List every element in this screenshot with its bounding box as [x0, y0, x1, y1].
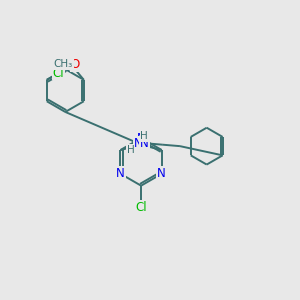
- Text: O: O: [70, 58, 80, 71]
- Text: N: N: [157, 167, 166, 180]
- Text: N: N: [116, 167, 125, 180]
- Text: CH₃: CH₃: [54, 59, 73, 69]
- Text: N: N: [134, 137, 142, 150]
- Text: Cl: Cl: [53, 67, 64, 80]
- Text: Cl: Cl: [135, 201, 147, 214]
- Text: N: N: [137, 132, 146, 145]
- Text: N: N: [140, 137, 148, 150]
- Text: H: H: [140, 131, 148, 141]
- Text: H: H: [127, 145, 135, 155]
